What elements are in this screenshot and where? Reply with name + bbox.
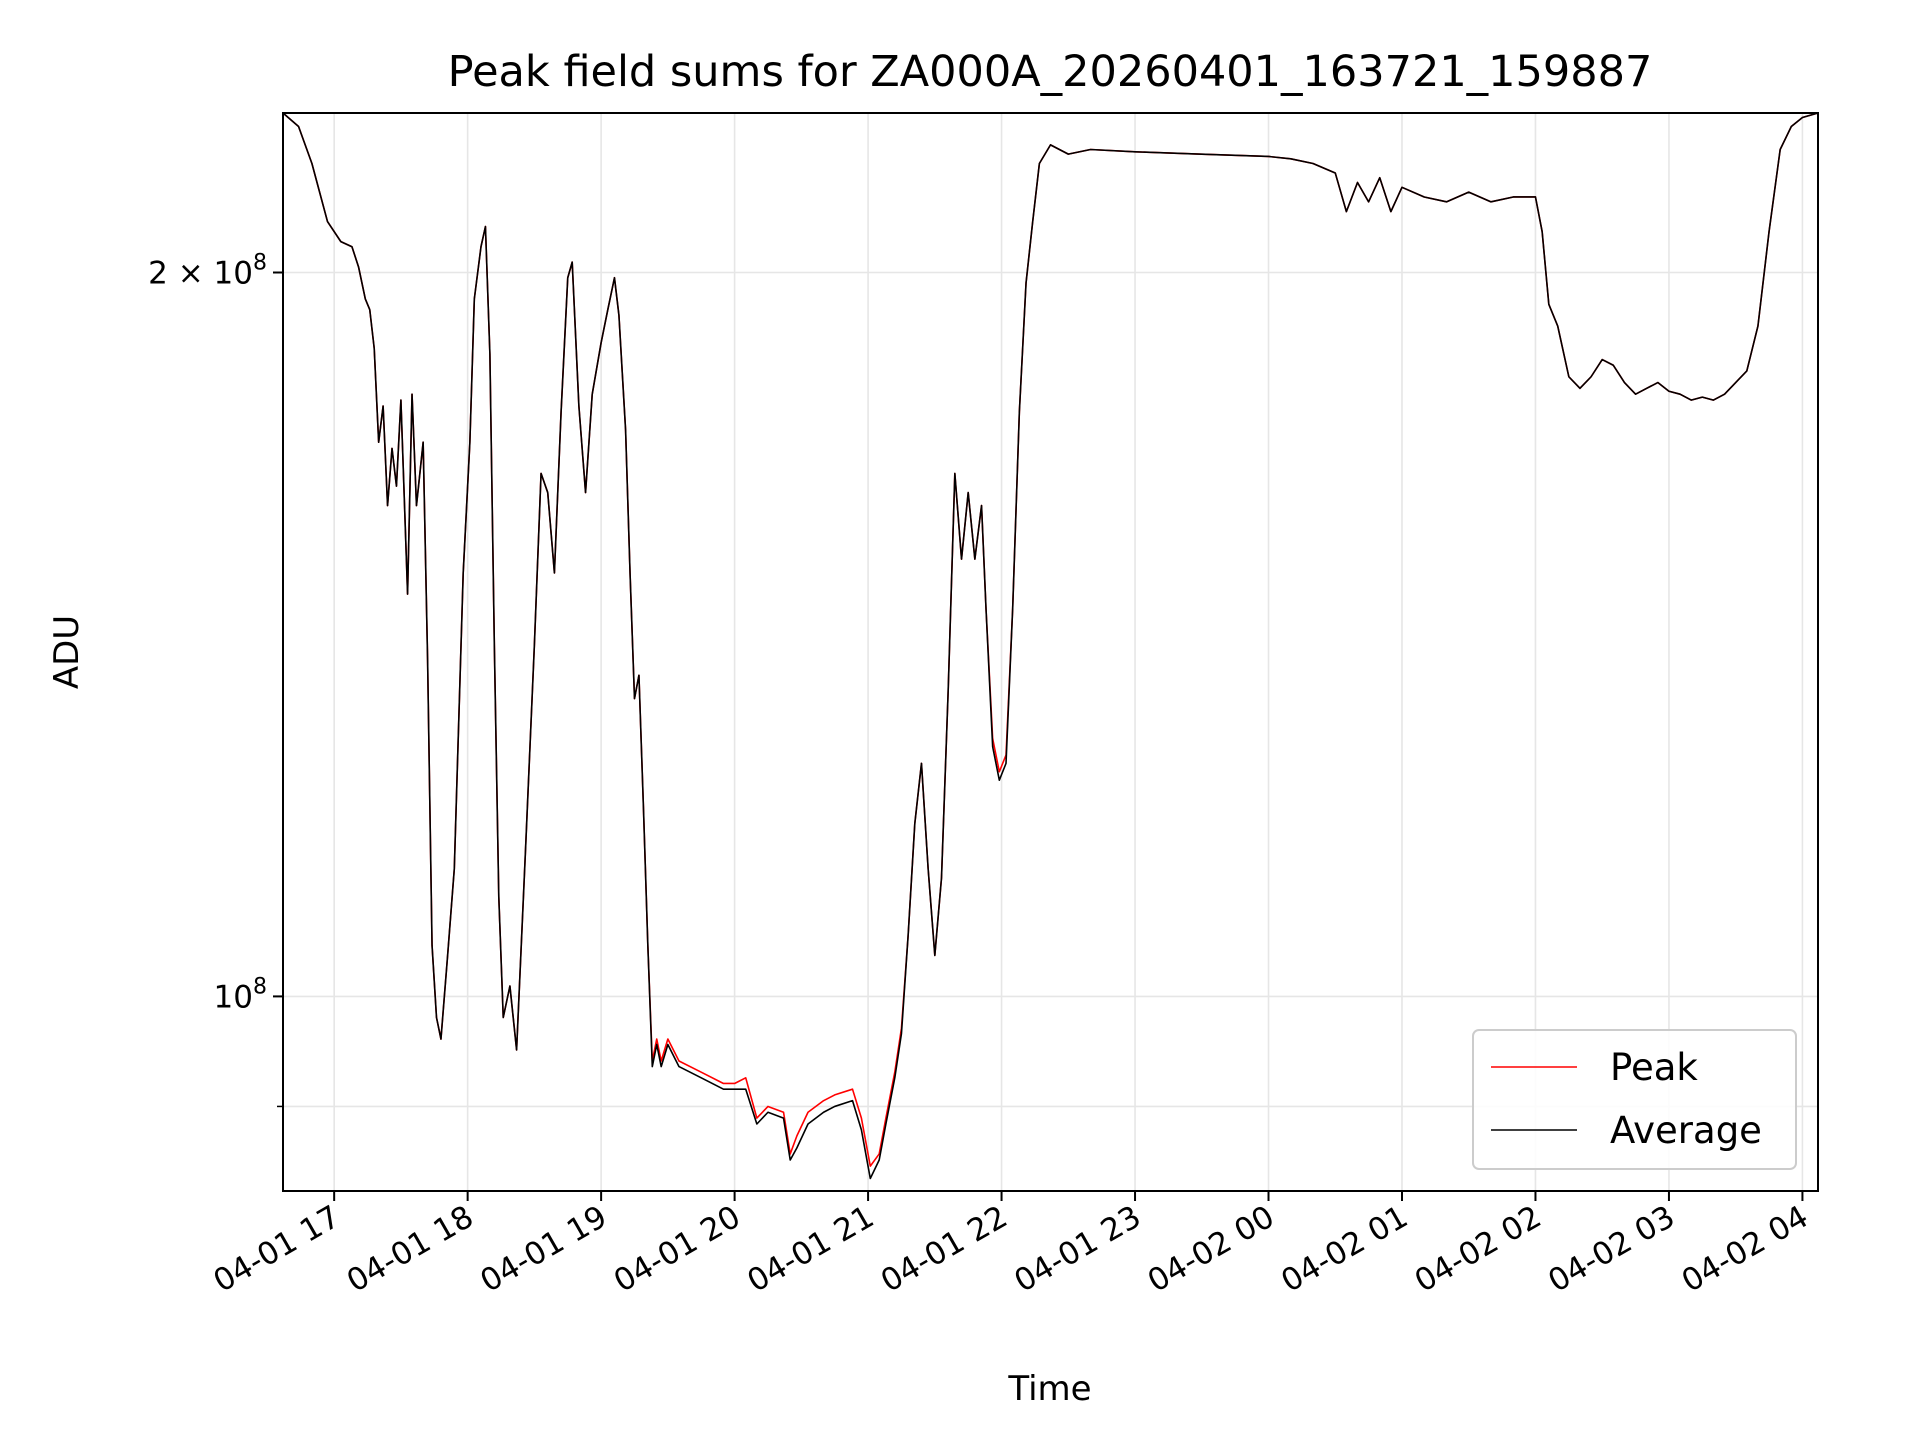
series-line-average — [282, 112, 1819, 1180]
legend-box — [1472, 1029, 1797, 1170]
plot-frame — [282, 112, 1819, 1192]
legend: Peak Average — [1472, 1029, 1797, 1170]
grid-lines — [283, 113, 1818, 1191]
legend-label-peak: Peak — [1610, 1046, 1698, 1089]
y-tick-label: 108 — [214, 974, 267, 1015]
y-axis-title: ADU — [47, 615, 87, 689]
series-layer — [282, 112, 1819, 1180]
legend-label-average: Average — [1610, 1109, 1762, 1152]
y-axis: 2 × 108 108 — [148, 250, 283, 1108]
x-axis-title: Time — [1007, 1369, 1091, 1409]
y-tick-label: 2 × 108 — [148, 250, 267, 291]
chart-title: Peak field sums for ZA000A_20260401_1637… — [448, 47, 1653, 97]
